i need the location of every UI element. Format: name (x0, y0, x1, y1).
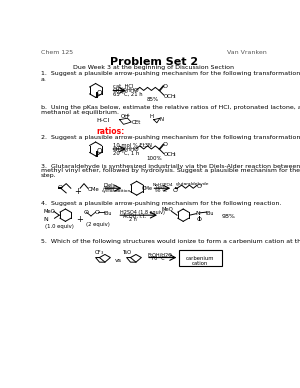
Text: cation: cation (192, 261, 208, 266)
Text: OMe: OMe (88, 187, 100, 192)
Text: methyl vinyl ether, followed by hydrolysis. Suggest a plausible mechanism for th: methyl vinyl ether, followed by hydrolys… (40, 168, 300, 173)
Text: O: O (163, 142, 168, 147)
Text: Diels-: Diels- (103, 183, 117, 188)
Text: 2 h: 2 h (129, 218, 137, 222)
Text: H2O: H2O (155, 186, 165, 190)
Text: OMe: OMe (142, 186, 153, 191)
Text: 2.  Suggest a plausible arrow-pushing mechanism for the following transformation: 2. Suggest a plausible arrow-pushing mec… (40, 135, 300, 140)
Text: methanol at equilibrium.: methanol at equilibrium. (40, 110, 118, 115)
Text: CH3OH: CH3OH (113, 88, 131, 93)
Text: N: N (196, 211, 200, 217)
Text: 3: 3 (172, 95, 175, 99)
Text: +: + (74, 187, 81, 196)
Text: 70 °C: 70 °C (152, 256, 165, 261)
Text: (2 equiv): (2 equiv) (85, 222, 109, 227)
Text: +: + (76, 215, 83, 224)
Text: 65 °C, 21 h: 65 °C, 21 h (113, 92, 142, 97)
Text: OEt: OEt (131, 120, 141, 125)
Text: O: O (83, 210, 88, 215)
Text: b.  Using the pKas below, estimate the relative ratios of HCl, protonated lacton: b. Using the pKas below, estimate the re… (40, 105, 300, 110)
Text: O: O (58, 185, 63, 190)
Text: 3: 3 (172, 153, 175, 157)
Text: vs: vs (115, 258, 122, 263)
Text: O: O (196, 184, 201, 189)
Text: step.: step. (40, 173, 56, 178)
Text: 100%: 100% (146, 156, 162, 161)
Text: EtOH/H2O: EtOH/H2O (148, 252, 172, 257)
Text: 3.  Glutaraldehyde is synthesized industrially via the Diels-Alder reaction betw: 3. Glutaraldehyde is synthesized industr… (40, 164, 300, 169)
Text: O: O (97, 148, 102, 154)
Text: HO: HO (130, 88, 140, 93)
Text: cycloaddition: cycloaddition (102, 189, 131, 193)
Text: N: N (159, 117, 163, 121)
Text: 98%: 98% (222, 215, 236, 220)
Text: cat. HCl: cat. HCl (113, 84, 133, 89)
Text: O: O (97, 90, 102, 96)
Text: H: H (150, 114, 154, 120)
Text: NaH2PO4: NaH2PO4 (152, 183, 173, 187)
Text: 20 °C, 1 h: 20 °C, 1 h (113, 151, 139, 156)
Text: H-Cl: H-Cl (96, 118, 110, 123)
Text: OH: OH (120, 114, 129, 120)
Text: O: O (163, 83, 168, 88)
Text: tBu: tBu (103, 211, 112, 216)
Text: glutaraldehyde: glutaraldehyde (176, 182, 209, 186)
Text: 1.  Suggest a plausible arrow-pushing mechanism for the following transformation: 1. Suggest a plausible arrow-pushing mec… (40, 71, 300, 76)
Text: MeO: MeO (44, 209, 56, 214)
FancyBboxPatch shape (179, 250, 222, 267)
Text: H2SO4 (1.8 equiv): H2SO4 (1.8 equiv) (120, 210, 164, 215)
Text: 5.  Which of the following structures would ionize to form a carbenium cation at: 5. Which of the following structures wou… (40, 239, 300, 244)
Text: 10 mol % Et3N: 10 mol % Et3N (113, 143, 152, 148)
Text: 90 °C: 90 °C (155, 189, 167, 193)
Text: 3: 3 (100, 251, 103, 255)
Text: OCH: OCH (164, 94, 176, 99)
Text: O: O (172, 188, 177, 193)
Text: O: O (196, 217, 201, 222)
Text: MeO: MeO (161, 208, 173, 213)
Text: Chem 125: Chem 125 (40, 50, 73, 55)
Text: N: N (44, 218, 49, 222)
Text: Van Vranken: Van Vranken (227, 50, 267, 55)
Text: O: O (95, 210, 100, 215)
Text: HO: HO (130, 147, 140, 152)
Text: Problem Set 2: Problem Set 2 (110, 57, 198, 68)
Text: carbenium: carbenium (186, 256, 214, 261)
Text: a.: a. (40, 76, 46, 81)
Text: Alder: Alder (103, 186, 116, 191)
Text: AcOH, r.t.: AcOH, r.t. (123, 214, 146, 219)
Text: TsO: TsO (123, 250, 132, 255)
Text: OCH: OCH (164, 152, 176, 157)
Text: tBu: tBu (206, 211, 214, 216)
Text: CF: CF (95, 250, 101, 255)
Text: 85%: 85% (146, 97, 158, 102)
Text: +: + (125, 113, 129, 118)
Text: 4.  Suggest a plausible arrow-pushing mechanism for the following reaction.: 4. Suggest a plausible arrow-pushing mec… (40, 201, 281, 206)
Text: Due Week 3 at the beginning of Discussion Section: Due Week 3 at the beginning of Discussio… (73, 65, 234, 70)
Text: ratios:: ratios: (96, 127, 125, 137)
Text: CH3OH: CH3OH (113, 147, 131, 152)
Text: (1.0 equiv): (1.0 equiv) (45, 224, 74, 229)
